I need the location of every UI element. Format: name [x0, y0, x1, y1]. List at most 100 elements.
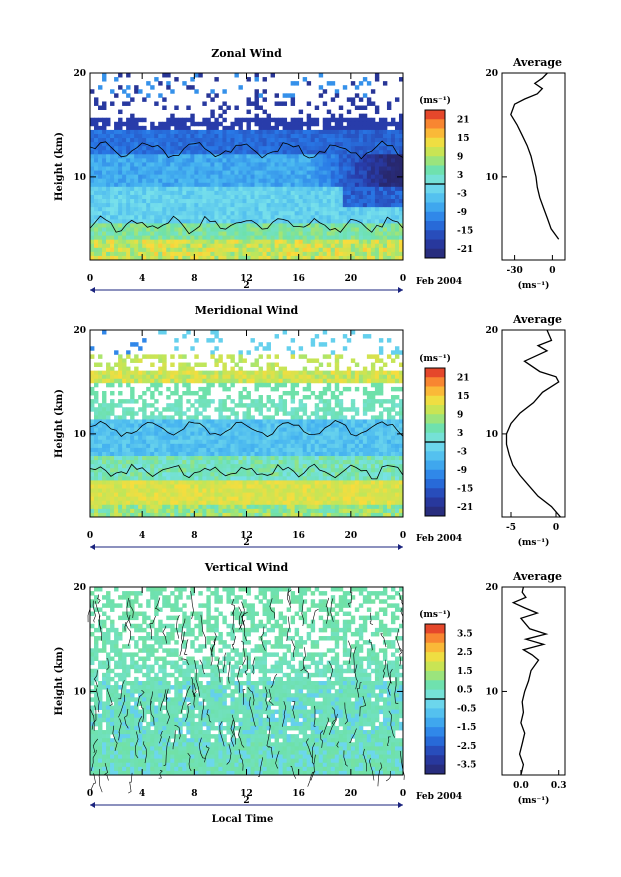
heatmap-cell	[351, 187, 355, 191]
heatmap-cell	[371, 183, 375, 187]
heatmap-cell	[178, 171, 182, 175]
heatmap-cell	[226, 195, 230, 199]
heatmap-cell	[214, 480, 218, 484]
heatmap-cell	[198, 480, 202, 484]
heatmap-cell	[299, 232, 303, 236]
heatmap-cell	[343, 118, 347, 122]
heatmap-cell	[102, 179, 106, 183]
heatmap-cell	[126, 452, 130, 456]
heatmap-cell	[311, 223, 315, 227]
colorbar-segment	[425, 221, 445, 231]
heatmap-cell	[327, 158, 331, 162]
heatmap-cell	[110, 424, 114, 428]
heatmap-cell	[134, 183, 138, 187]
heatmap-cell	[391, 236, 395, 240]
heatmap-cell	[226, 232, 230, 236]
heatmap-cell	[178, 452, 182, 456]
heatmap-cell	[170, 415, 174, 419]
heatmap-cell	[134, 138, 138, 142]
heatmap-cell	[371, 464, 375, 468]
heatmap-cell	[315, 211, 319, 215]
heatmap-cell	[238, 456, 242, 460]
heatmap-cell	[271, 436, 275, 440]
heatmap-cell	[142, 248, 146, 252]
heatmap-cell	[267, 130, 271, 134]
heatmap-cell	[150, 379, 154, 383]
heatmap-cell	[174, 346, 178, 350]
heatmap-cell	[347, 203, 351, 207]
heatmap-cell	[202, 191, 206, 195]
heatmap-cell	[311, 358, 315, 362]
heatmap-cell	[218, 106, 222, 110]
heatmap-cell	[363, 403, 367, 407]
heatmap-cell	[162, 484, 166, 488]
heatmap-cell	[206, 472, 210, 476]
heatmap-cell	[166, 452, 170, 456]
heatmap-cell	[331, 252, 335, 256]
heatmap-cell	[323, 203, 327, 207]
heatmap-cell	[351, 371, 355, 375]
heatmap-cell	[311, 240, 315, 244]
heatmap-cell	[174, 383, 178, 387]
heatmap-cell	[90, 199, 94, 203]
heatmap-cell	[267, 146, 271, 150]
heatmap-cell	[234, 403, 238, 407]
heatmap-cell	[379, 391, 383, 395]
heatmap-cell	[347, 240, 351, 244]
heatmap-cell	[94, 195, 98, 199]
heatmap-cell	[355, 387, 359, 391]
heatmap-cell	[267, 207, 271, 211]
heatmap-cell	[347, 424, 351, 428]
heatmap-cell	[255, 419, 259, 423]
heatmap-cell	[247, 134, 251, 138]
heatmap-cell	[395, 248, 399, 252]
heatmap-cell	[110, 379, 114, 383]
heatmap-cell	[343, 183, 347, 187]
heatmap-cell	[375, 391, 379, 395]
heatmap-cell	[198, 130, 202, 134]
heatmap-cell	[170, 244, 174, 248]
heatmap-cell	[158, 187, 162, 191]
heatmap-cell	[367, 179, 371, 183]
heatmap-cell	[150, 391, 154, 395]
heatmap-cell	[230, 448, 234, 452]
heatmap-cell	[94, 375, 98, 379]
heatmap-cell	[255, 227, 259, 231]
colorbar-segment	[425, 119, 445, 129]
heatmap-cell	[319, 138, 323, 142]
heatmap-cell	[383, 150, 387, 154]
heatmap-cell	[247, 440, 251, 444]
heatmap-cell	[355, 460, 359, 464]
heatmap-cell	[226, 387, 230, 391]
heatmap-cell	[222, 171, 226, 175]
heatmap-cell	[315, 191, 319, 195]
heatmap-cell	[359, 444, 363, 448]
heatmap-cell	[118, 122, 122, 126]
heatmap-cell	[130, 468, 134, 472]
heatmap-cell	[315, 424, 319, 428]
heatmap-cell	[238, 240, 242, 244]
heatmap-cell	[134, 223, 138, 227]
heatmap-cell	[106, 175, 110, 179]
heatmap-cell	[331, 480, 335, 484]
heatmap-cell	[359, 97, 363, 101]
heatmap-cell	[319, 195, 323, 199]
heatmap-cell	[379, 480, 383, 484]
heatmap-cell	[271, 448, 275, 452]
heatmap-cell	[335, 444, 339, 448]
heatmap-cell	[146, 207, 150, 211]
heatmap-cell	[130, 444, 134, 448]
heatmap-cell	[234, 480, 238, 484]
heatmap-cell	[134, 480, 138, 484]
heatmap-cell	[299, 158, 303, 162]
heatmap-cell	[351, 162, 355, 166]
heatmap-cell	[202, 122, 206, 126]
heatmap-cell	[238, 391, 242, 395]
colorbar-unit: (ms⁻¹)	[419, 95, 451, 106]
heatmap-cell	[94, 476, 98, 480]
heatmap-cell	[182, 391, 186, 395]
heatmap-cell	[138, 432, 142, 436]
heatmap-cell	[371, 452, 375, 456]
heatmap-cell	[126, 440, 130, 444]
heatmap-cell	[255, 162, 259, 166]
